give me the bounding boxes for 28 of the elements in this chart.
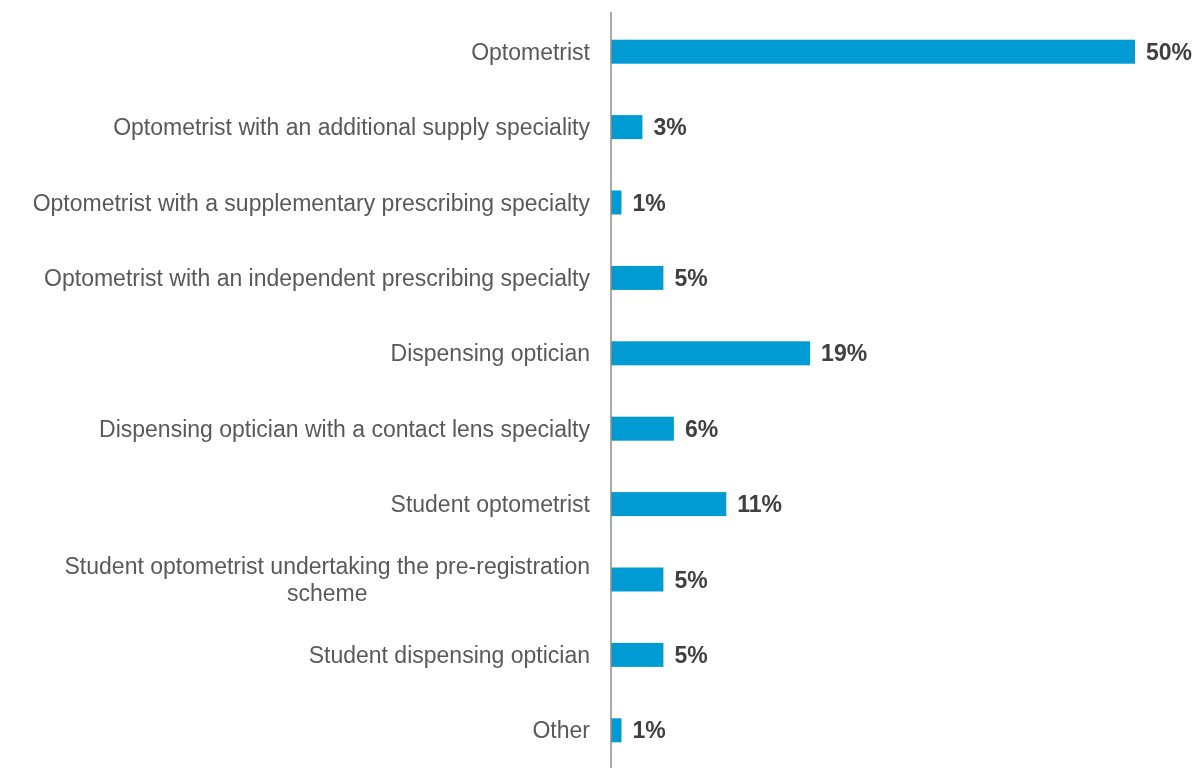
data-label: 5% bbox=[674, 566, 708, 593]
data-label: 1% bbox=[632, 717, 666, 744]
bar bbox=[611, 416, 674, 441]
data-label: 3% bbox=[653, 114, 687, 141]
y-tick-label: Optometrist bbox=[471, 38, 591, 65]
y-tick-label: Optometrist with a supplementary prescribing specialty bbox=[32, 189, 591, 216]
bar bbox=[611, 492, 727, 517]
bar bbox=[611, 39, 1135, 64]
data-label: 6% bbox=[684, 415, 719, 442]
data-label: 1% bbox=[632, 189, 666, 216]
data-label: 11% bbox=[737, 491, 783, 518]
bar bbox=[611, 115, 643, 140]
y-tick-label: Dispensing optician with a contact lens specialty bbox=[99, 415, 591, 442]
y-tick-label: Other bbox=[532, 717, 591, 744]
y-tick-label: Student optometrist bbox=[390, 491, 591, 518]
bar bbox=[611, 341, 811, 366]
y-tick-label: Student dispensing optician bbox=[308, 641, 590, 668]
data-label: 19% bbox=[821, 340, 868, 367]
y-tick-label: Optometrist with an independent prescribing specialty bbox=[44, 264, 591, 291]
data-label: 50% bbox=[1146, 38, 1193, 65]
y-tick-label: Dispensing optician bbox=[390, 340, 590, 367]
bar bbox=[611, 642, 664, 667]
bar bbox=[611, 567, 664, 592]
data-label: 5% bbox=[674, 264, 708, 291]
data-label: 5% bbox=[674, 641, 708, 668]
y-tick-label: Optometrist with an additional supply speciality bbox=[113, 114, 591, 141]
bar bbox=[611, 265, 664, 290]
y-tick-label: Student optometrist undertaking the pre-registration scheme bbox=[64, 553, 590, 607]
